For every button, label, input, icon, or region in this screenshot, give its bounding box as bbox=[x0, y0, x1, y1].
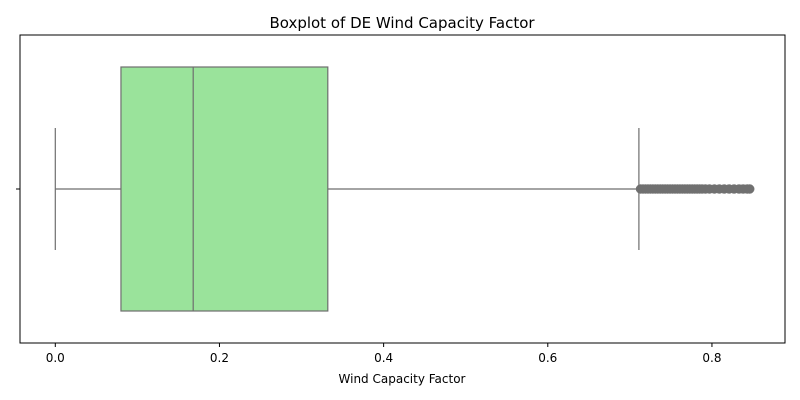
x-tick-label: 0.2 bbox=[210, 351, 229, 365]
interquartile-box bbox=[120, 66, 329, 312]
outlier-point bbox=[744, 184, 755, 194]
x-axis-label: Wind Capacity Factor bbox=[339, 372, 466, 386]
chart-title: Boxplot of DE Wind Capacity Factor bbox=[269, 14, 535, 32]
x-axis-ticks: 0.0 0.2 0.4 0.6 0.8 bbox=[46, 343, 721, 365]
x-tick-label: 0.6 bbox=[538, 351, 557, 365]
x-tick-label: 0.8 bbox=[702, 351, 721, 365]
x-tick-label: 0.4 bbox=[374, 351, 393, 365]
plot-area bbox=[54, 66, 755, 312]
x-tick-label: 0.0 bbox=[46, 351, 65, 365]
outlier-points bbox=[635, 184, 755, 194]
